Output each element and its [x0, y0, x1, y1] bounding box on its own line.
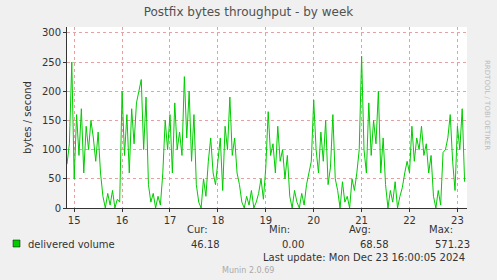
svg-text:571.23: 571.23 — [435, 239, 470, 250]
svg-text:bytes / second: bytes / second — [22, 81, 33, 154]
svg-text:18: 18 — [212, 215, 225, 226]
svg-text:delivered volume: delivered volume — [28, 239, 115, 250]
svg-text:Munin 2.0.69: Munin 2.0.69 — [222, 266, 274, 275]
svg-text:0.00: 0.00 — [282, 239, 304, 250]
svg-text:200: 200 — [42, 86, 61, 97]
svg-text:19: 19 — [259, 215, 272, 226]
svg-text:0: 0 — [55, 203, 61, 214]
svg-text:17: 17 — [164, 215, 177, 226]
svg-text:21: 21 — [355, 215, 368, 226]
svg-text:Cur:: Cur: — [187, 224, 208, 235]
svg-text:Max:: Max: — [429, 224, 453, 235]
svg-text:RRDTOOL / TOBI OETIKER: RRDTOOL / TOBI OETIKER — [483, 60, 491, 150]
svg-text:15: 15 — [68, 215, 81, 226]
svg-text:250: 250 — [42, 57, 61, 68]
svg-text:20: 20 — [307, 215, 320, 226]
svg-text:300: 300 — [42, 27, 61, 38]
svg-text:Min:: Min: — [269, 224, 290, 235]
svg-text:Last update: Mon Dec 23 16:00:: Last update: Mon Dec 23 16:00:05 2024 — [263, 252, 465, 263]
svg-text:150: 150 — [42, 115, 61, 126]
svg-text:23: 23 — [451, 215, 464, 226]
svg-text:100: 100 — [42, 144, 61, 155]
svg-text:Postfix bytes throughput - by: Postfix bytes throughput - by week — [144, 5, 354, 19]
svg-text:16: 16 — [116, 215, 129, 226]
svg-text:68.58: 68.58 — [360, 239, 389, 250]
svg-text:46.18: 46.18 — [191, 239, 220, 250]
svg-text:Avg:: Avg: — [349, 224, 371, 235]
svg-text:50: 50 — [48, 173, 61, 184]
svg-text:22: 22 — [403, 215, 416, 226]
